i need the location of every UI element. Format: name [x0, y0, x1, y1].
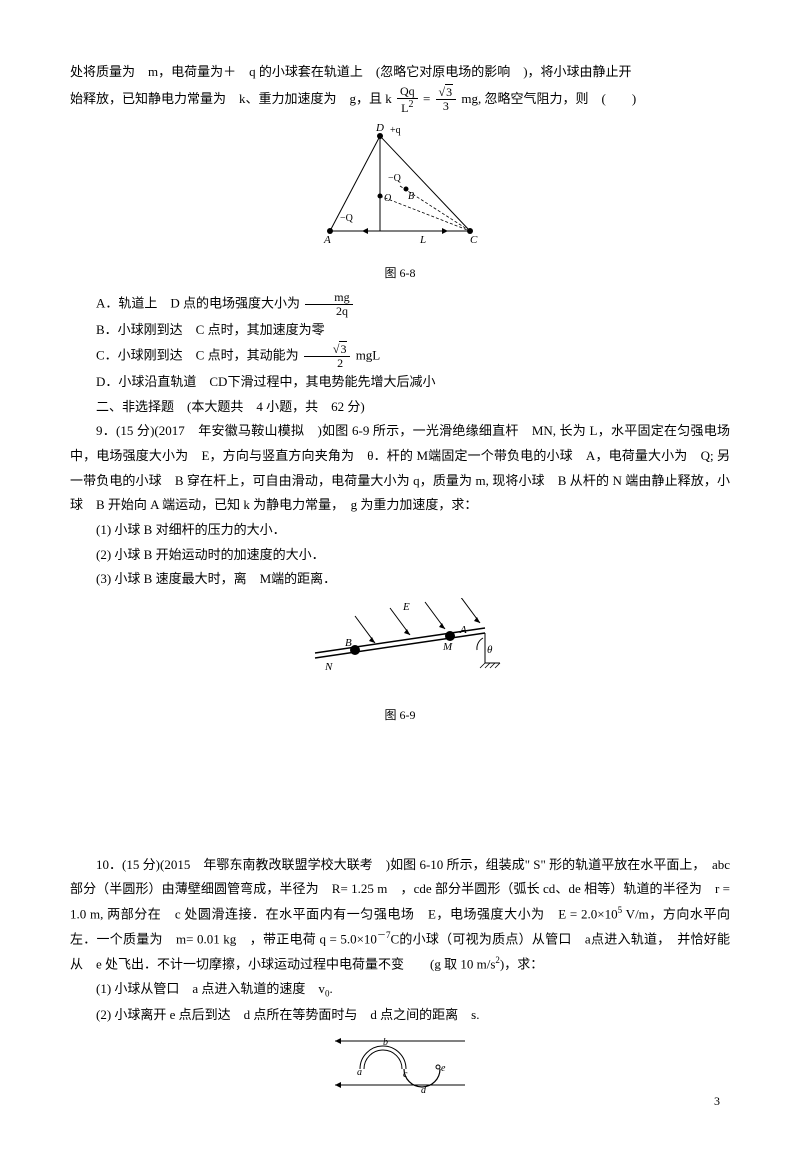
- spacer: [70, 733, 730, 853]
- svg-text:b: b: [383, 1037, 388, 1048]
- option-b: B．小球刚到达 C 点时，其加速度为零: [70, 318, 730, 343]
- svg-text:B: B: [345, 637, 352, 649]
- intro-line1: 处将质量为 m，电荷量为＋ q 的小球套在轨道上 (忽略它对原电场的影响 )，将…: [70, 60, 730, 85]
- intro-line2a: 始释放，已知静电力常量为 k、重力加速度为 g，且 k: [70, 91, 392, 106]
- svg-text:e: e: [441, 1063, 446, 1074]
- q9-sub2: (2) 小球 B 开始运动时的加速度的大小．: [70, 543, 730, 568]
- figure-6-9: E A B M N θ 图 6-9: [70, 598, 730, 726]
- figure-6-9-label: 图 6-9: [70, 704, 730, 727]
- q9-text: 9．(15 分)(2017 年安徽马鞍山模拟 )如图 6-9 所示，一光滑绝缘细…: [70, 419, 730, 518]
- svg-text:O: O: [384, 193, 391, 204]
- svg-text:E: E: [402, 601, 410, 613]
- figure-6-8-label: 图 6-8: [70, 262, 730, 285]
- option-c: C．小球刚到达 C 点时，其动能为 √3 2 mgL: [70, 343, 730, 370]
- svg-text:A: A: [323, 234, 331, 246]
- q9-sub3: (3) 小球 B 速度最大时，离 M端的距离．: [70, 567, 730, 592]
- svg-text:+q: +q: [390, 125, 401, 136]
- frac-sqrt3-2: √3 2: [304, 343, 351, 370]
- frac-qq-l2: Qq L2: [397, 85, 418, 115]
- page-number: 3: [714, 1090, 720, 1113]
- svg-text:D: D: [375, 122, 384, 134]
- svg-text:−Q: −Q: [340, 213, 354, 224]
- intro-line2: 始释放，已知静电力常量为 k、重力加速度为 g，且 k Qq L2 = √3 3…: [70, 85, 730, 115]
- svg-text:θ: θ: [487, 644, 493, 656]
- q10-sub1: (1) 小球从管口 a 点进入轨道的速度 v0.: [70, 977, 730, 1003]
- svg-text:C: C: [470, 234, 478, 246]
- svg-text:−Q: −Q: [388, 173, 402, 184]
- svg-text:M: M: [442, 641, 453, 653]
- frac-mg-2q: mg 2q: [305, 291, 352, 318]
- frac-sqrt3-3: √3 3: [436, 86, 457, 113]
- figure-6-8: D +q A C L O B −Q −Q 图 6-8: [70, 121, 730, 284]
- q10-sub2: (2) 小球离开 e 点后到达 d 点所在等势面时与 d 点之间的距离 s.: [70, 1003, 730, 1028]
- option-d: D．小球沿直轨道 CD下滑过程中，其电势能先增大后减小: [70, 370, 730, 395]
- intro-line2b: mg, 忽略空气阻力，则 ( ): [461, 91, 636, 106]
- svg-text:c: c: [403, 1069, 408, 1080]
- svg-text:a: a: [357, 1067, 362, 1078]
- svg-text:L: L: [419, 234, 426, 246]
- svg-text:B: B: [408, 191, 414, 202]
- q9-sub1: (1) 小球 B 对细杆的压力的大小．: [70, 518, 730, 543]
- option-a: A．轨道上 D 点的电场强度大小为 mg 2q: [70, 291, 730, 318]
- svg-text:N: N: [324, 661, 333, 673]
- section-2-heading: 二、非选择题 (本大题共 4 小题，共 62 分): [70, 395, 730, 420]
- figure-6-10: a b c d e: [70, 1033, 730, 1107]
- q10-text: 10．(15 分)(2015 年鄂东南教改联盟学校大联考 )如图 6-10 所示…: [70, 853, 730, 977]
- svg-text:A: A: [459, 624, 467, 636]
